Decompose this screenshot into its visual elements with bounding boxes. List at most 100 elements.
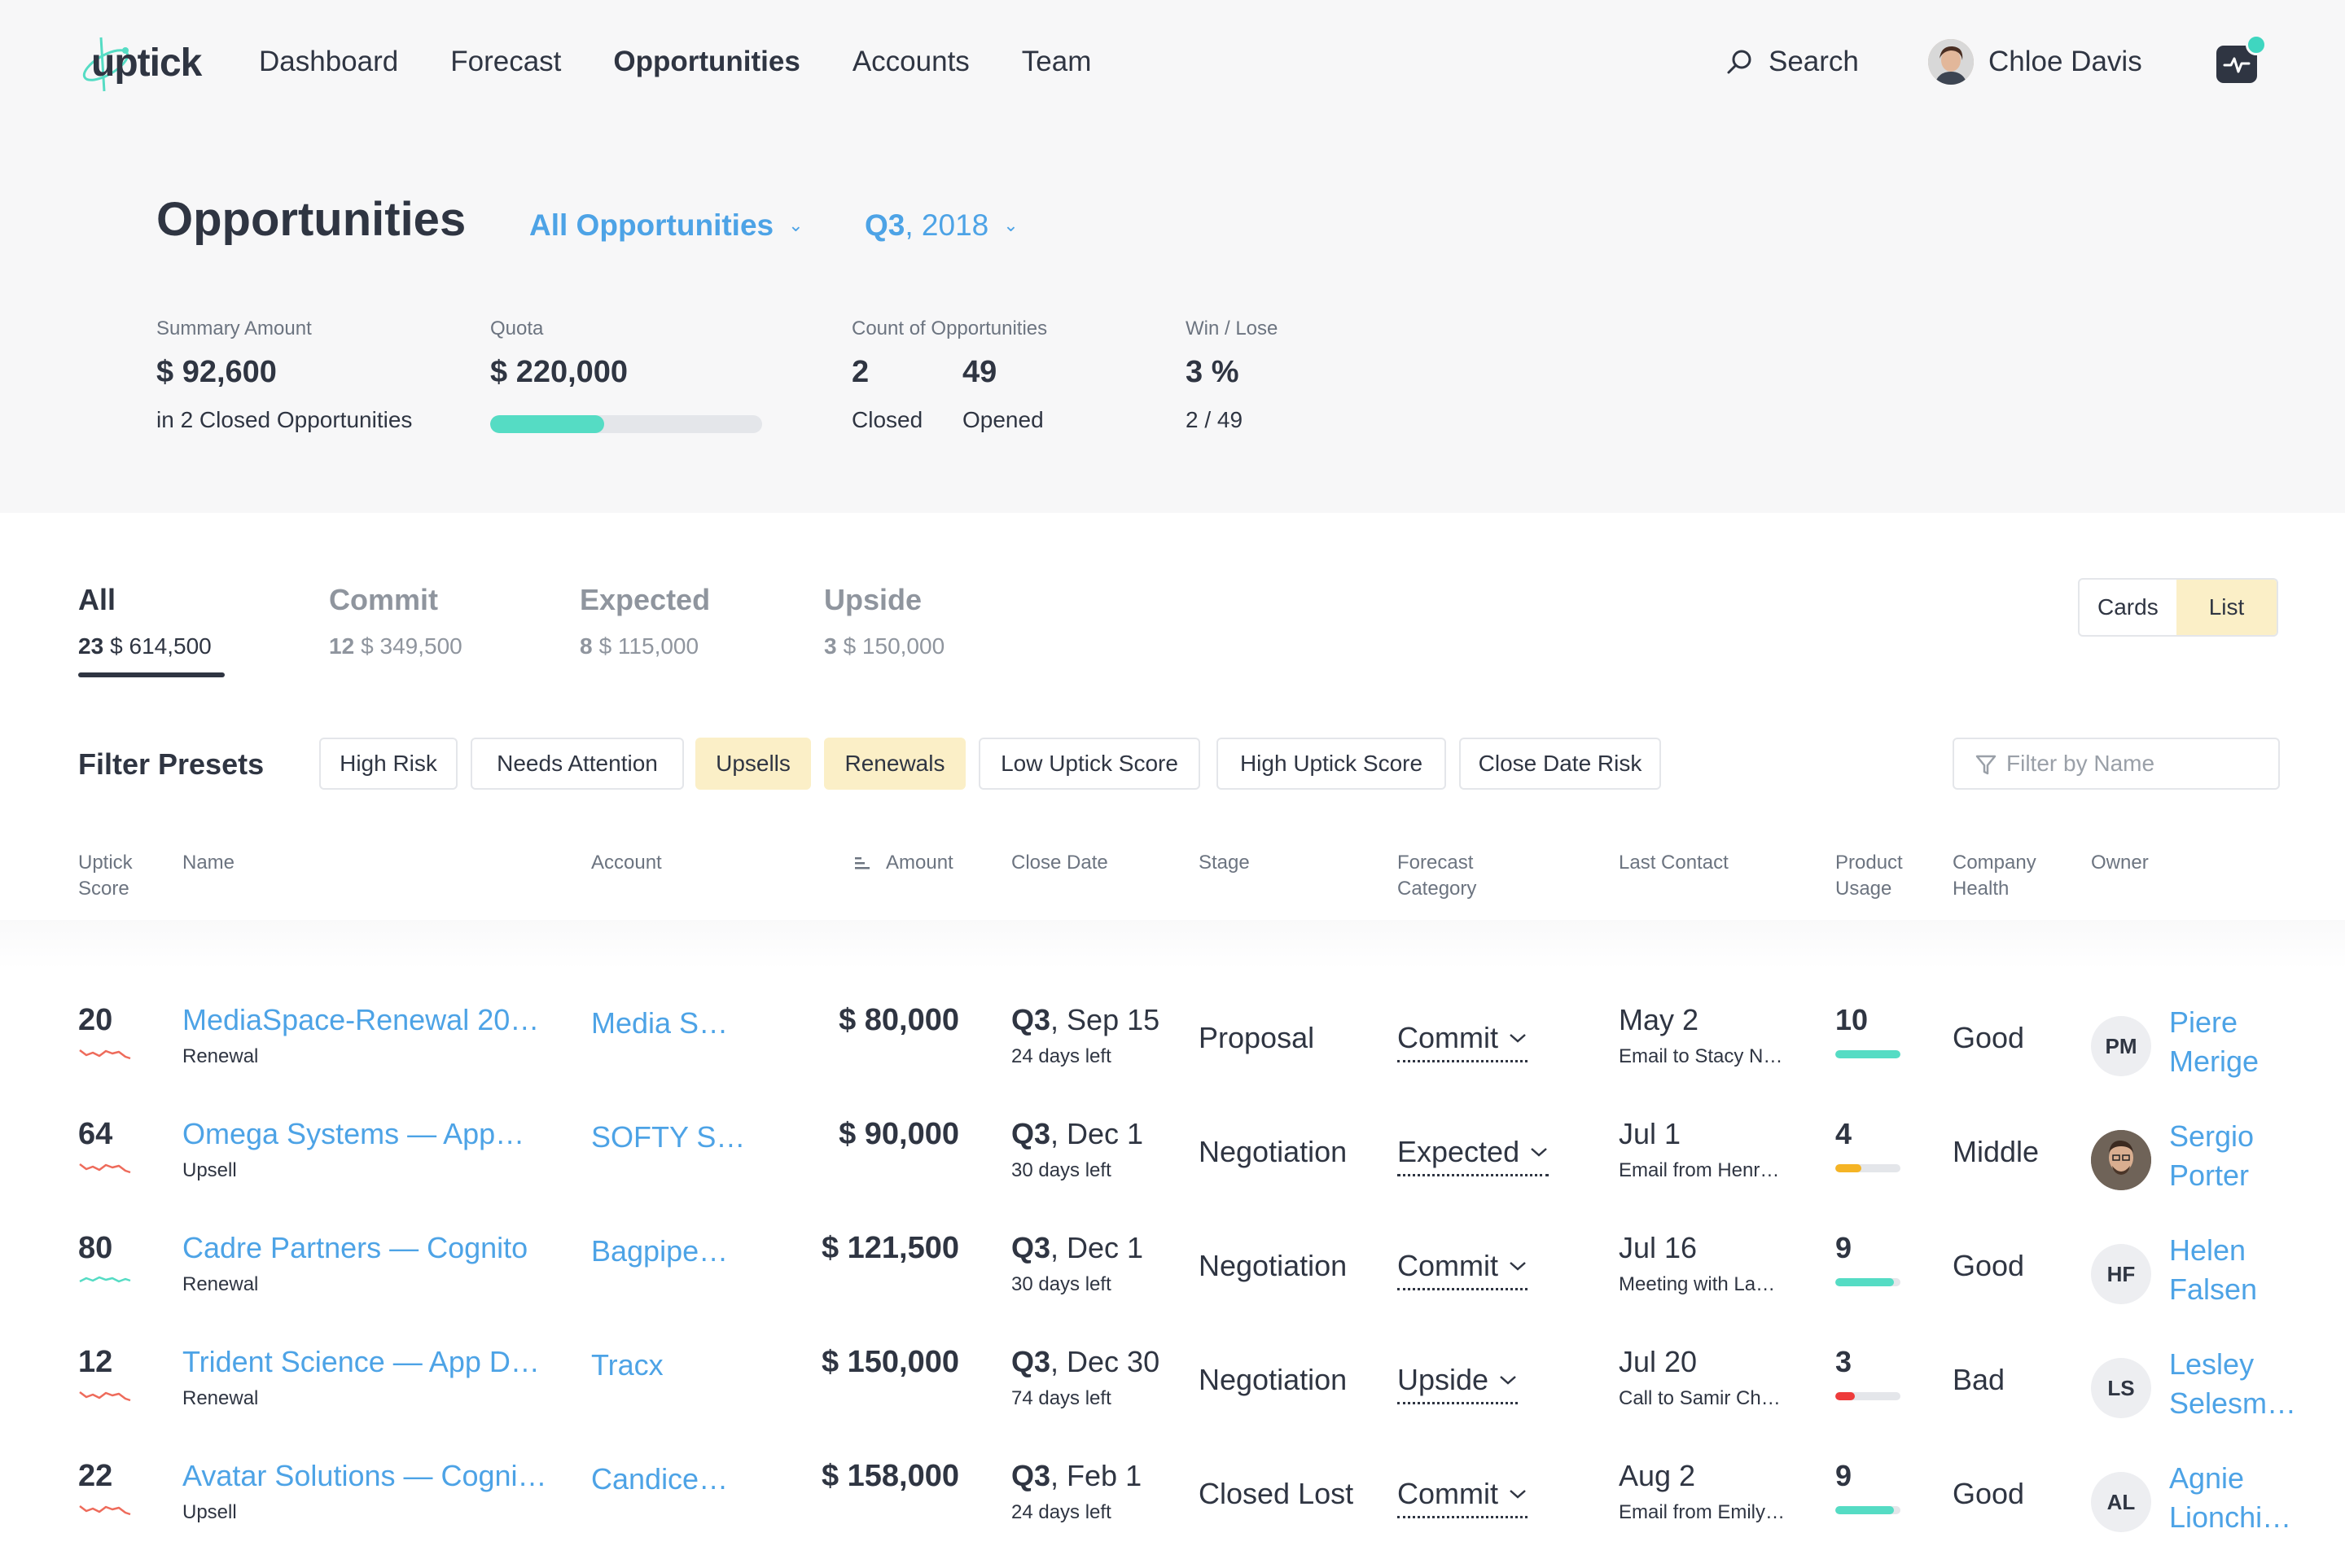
- period-dropdown[interactable]: Q3, 2018 ⌄: [865, 208, 1019, 243]
- col-name[interactable]: Name: [182, 852, 235, 874]
- col-close-date[interactable]: Close Date: [1011, 852, 1108, 874]
- chevron-down-icon: ⌄: [788, 215, 804, 235]
- close-quarter: Q3: [1011, 1459, 1051, 1492]
- quota-value: $ 220,000: [490, 355, 629, 389]
- nav-opportunities[interactable]: Opportunities: [613, 46, 800, 77]
- stage: Negotiation: [1199, 1135, 1348, 1168]
- table-row[interactable]: 64 Omega Systems — App… Upsell SOFTY S… …: [0, 1117, 2345, 1231]
- col-forecast-category[interactable]: Forecast Category: [1397, 852, 1477, 900]
- forecast-category-dropdown[interactable]: Expected: [1397, 1135, 1549, 1176]
- col-last-contact[interactable]: Last Contact: [1619, 852, 1729, 874]
- tab-all[interactable]: All 23 $ 614,500: [78, 583, 212, 659]
- tab-expected[interactable]: Expected 8 $ 115,000: [580, 583, 710, 659]
- uptick-score: 22: [78, 1459, 113, 1493]
- account-link[interactable]: Tracx: [591, 1348, 664, 1382]
- last-contact-detail[interactable]: Email from Emily…: [1619, 1501, 1786, 1523]
- cards-view-button[interactable]: Cards: [2097, 594, 2159, 620]
- table-row[interactable]: 80 Cadre Partners — Cognito Renewal Bagp…: [0, 1231, 2345, 1345]
- summary-amount-sub: in 2 Closed Opportunities: [156, 407, 413, 432]
- preset-renewals[interactable]: Renewals: [824, 738, 966, 790]
- company-health: Middle: [1953, 1135, 2040, 1168]
- col-owner[interactable]: Owner: [2091, 852, 2149, 874]
- preset-upsells[interactable]: Upsells: [695, 738, 811, 790]
- owner-name-link[interactable]: Helen Falsen: [2169, 1231, 2257, 1309]
- owner-name-link[interactable]: Piere Merige: [2169, 1003, 2259, 1081]
- quota-progress-bar: [490, 415, 762, 433]
- preset-low-uptick-score[interactable]: Low Uptick Score: [979, 738, 1200, 790]
- owner-name-link[interactable]: Agnie Lionchi…: [2169, 1459, 2291, 1537]
- preset-high-uptick-score[interactable]: High Uptick Score: [1216, 738, 1446, 790]
- filter-by-name-input[interactable]: Filter by Name: [1953, 738, 2280, 790]
- forecast-category-dropdown[interactable]: Commit: [1397, 1021, 1528, 1062]
- close-date: Q3, Dec 30: [1011, 1345, 1159, 1379]
- table-row[interactable]: 20 MediaSpace-Renewal 20… Renewal Media …: [0, 1003, 2345, 1117]
- search-button[interactable]: Search: [1726, 46, 1859, 78]
- closed-label: Closed: [852, 407, 923, 432]
- winlose-label: Win / Lose: [1186, 318, 1278, 339]
- company-health: Good: [1953, 1477, 2025, 1510]
- nav-team[interactable]: Team: [1021, 46, 1092, 77]
- product-usage-fill: [1835, 1392, 1855, 1400]
- account-link[interactable]: Media S…: [591, 1006, 729, 1040]
- page-title: Opportunities: [156, 193, 467, 246]
- product-usage-value: 10: [1835, 1003, 1869, 1036]
- opportunity-name-link[interactable]: Trident Science — App D…: [182, 1345, 540, 1378]
- owner-first-name: Helen: [2169, 1233, 2246, 1267]
- opportunity-type: Renewal: [182, 1273, 259, 1295]
- col-amount[interactable]: Amount: [855, 850, 953, 876]
- last-contact-date: Jul 1: [1619, 1117, 1681, 1150]
- days-left: 24 days left: [1011, 1045, 1111, 1067]
- nav-dashboard[interactable]: Dashboard: [259, 46, 399, 77]
- last-contact-detail[interactable]: Meeting with La…: [1619, 1273, 1776, 1295]
- account-link[interactable]: Candice…: [591, 1462, 729, 1496]
- col-stage[interactable]: Stage: [1199, 852, 1250, 874]
- days-left: 24 days left: [1011, 1501, 1111, 1523]
- opportunity-type: Upsell: [182, 1501, 237, 1523]
- owner-first-name: Sergio: [2169, 1119, 2255, 1153]
- chevron-down-icon: [1531, 1148, 1547, 1157]
- col-uptick-score[interactable]: Uptick Score: [78, 852, 133, 900]
- forecast-category-dropdown[interactable]: Commit: [1397, 1477, 1528, 1518]
- forecast-category-dropdown[interactable]: Commit: [1397, 1249, 1528, 1290]
- uptick-score: 20: [78, 1003, 113, 1037]
- nav-accounts[interactable]: Accounts: [852, 46, 970, 77]
- owner-last-name: Porter: [2169, 1158, 2250, 1192]
- close-date: Q3, Feb 1: [1011, 1459, 1142, 1493]
- col-amount-label: Amount: [886, 852, 953, 874]
- table-row[interactable]: 12 Trident Science — App D… Renewal Trac…: [0, 1345, 2345, 1459]
- col-company-health[interactable]: Company Health: [1953, 852, 2036, 900]
- preset-close-date-risk[interactable]: Close Date Risk: [1459, 738, 1661, 790]
- preset-needs-attention[interactable]: Needs Attention: [471, 738, 684, 790]
- tab-commit-amount: $ 349,500: [361, 633, 462, 659]
- account-link[interactable]: SOFTY S…: [591, 1120, 746, 1154]
- opportunity-name-link[interactable]: MediaSpace-Renewal 20…: [182, 1003, 540, 1036]
- last-contact-detail[interactable]: Email from Henr…: [1619, 1159, 1780, 1181]
- last-contact-detail[interactable]: Call to Samir Ch…: [1619, 1387, 1781, 1409]
- owner-name-link[interactable]: Lesley Selesm…: [2169, 1345, 2296, 1423]
- opportunity-amount: $ 158,000: [821, 1459, 959, 1493]
- last-contact-date: May 2: [1619, 1003, 1699, 1036]
- col-account[interactable]: Account: [591, 852, 662, 874]
- uptick-logo-icon[interactable]: [77, 33, 199, 98]
- account-link[interactable]: Bagpipe…: [591, 1234, 729, 1268]
- quota-label: Quota: [490, 318, 544, 339]
- last-contact-detail[interactable]: Email to Stacy N…: [1619, 1045, 1783, 1067]
- nav-forecast[interactable]: Forecast: [450, 46, 562, 77]
- user-menu[interactable]: Chloe Davis: [1928, 39, 2142, 85]
- owner-name-link[interactable]: Sergio Porter: [2169, 1117, 2254, 1195]
- col-product-usage[interactable]: Product Usage: [1835, 852, 1903, 900]
- owner-avatar: AL: [2091, 1472, 2151, 1532]
- forecast-category-dropdown[interactable]: Upside: [1397, 1363, 1519, 1404]
- company-health: Good: [1953, 1021, 2025, 1054]
- period-year: , 2018: [905, 208, 989, 242]
- opportunity-name-link[interactable]: Omega Systems — App…: [182, 1117, 525, 1150]
- tab-upside[interactable]: Upside 3 $ 150,000: [824, 583, 945, 659]
- tab-commit[interactable]: Commit 12 $ 349,500: [329, 583, 462, 659]
- table-row[interactable]: 22 Avatar Solutions — Cogni… Upsell Cand…: [0, 1459, 2345, 1568]
- preset-high-risk[interactable]: High Risk: [319, 738, 458, 790]
- opportunity-name-link[interactable]: Avatar Solutions — Cogni…: [182, 1459, 547, 1492]
- brand-name: uptick: [91, 42, 202, 85]
- opportunity-name-link[interactable]: Cadre Partners — Cognito: [182, 1231, 528, 1264]
- view-filter-dropdown[interactable]: All Opportunities ⌄: [529, 208, 804, 243]
- list-view-button[interactable]: List: [2176, 580, 2277, 635]
